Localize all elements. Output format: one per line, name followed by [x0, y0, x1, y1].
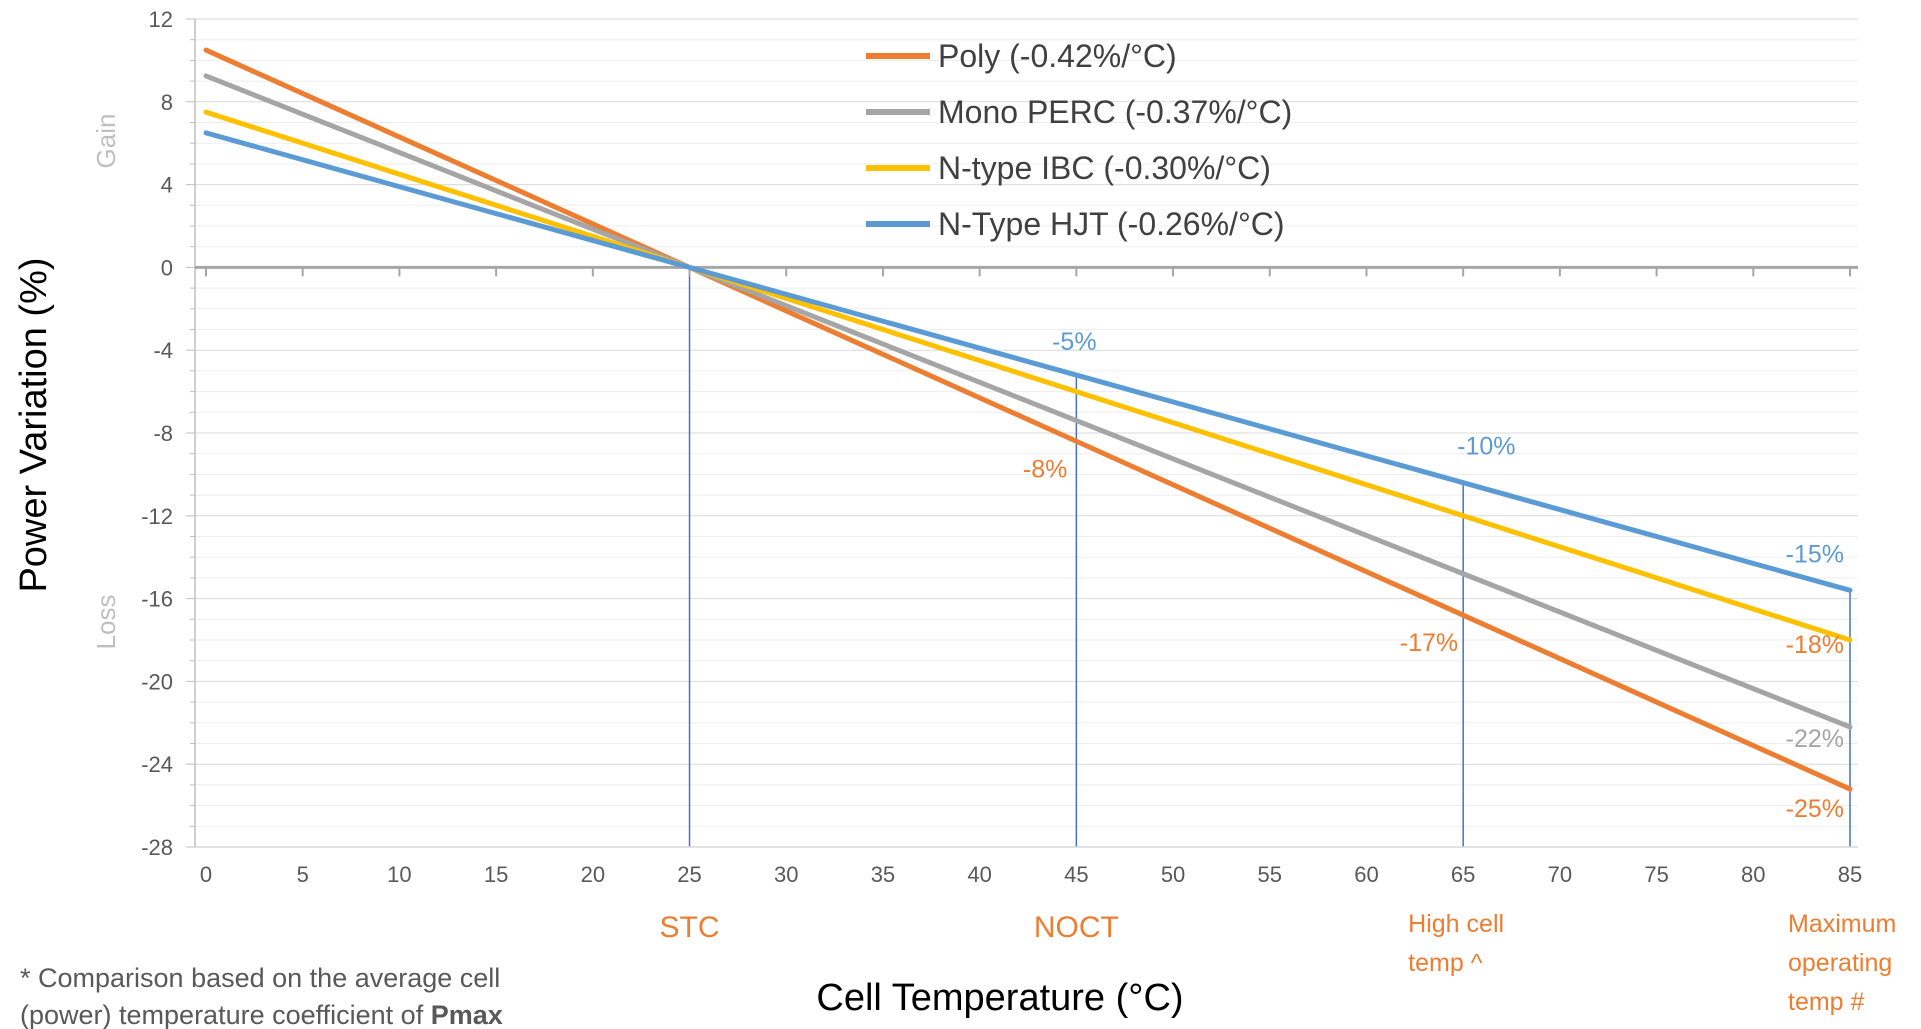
gain-label: Gain — [91, 114, 121, 169]
condition-label-line: Maximum — [1788, 910, 1896, 938]
condition-labels: STC NOCT High cell temp ^ Maximum operating te… — [660, 910, 1897, 1016]
legend-entry: Poly (-0.42%/°C) — [938, 38, 1177, 74]
x-tick-label: 70 — [1548, 862, 1572, 887]
condition-label-line: NOCT — [1034, 911, 1119, 944]
annotation-label: -8% — [1023, 455, 1067, 483]
footnote-bold: Pmax — [431, 1000, 503, 1029]
y-axis-title: Power Variation (%) — [13, 257, 55, 592]
x-tick-label: 55 — [1258, 862, 1282, 887]
condition-label: NOCT — [1034, 911, 1119, 944]
series-line-4 — [203, 130, 1853, 593]
x-tick-label: 50 — [1161, 862, 1185, 887]
y-tick-label: 12 — [149, 7, 173, 32]
annotation-label: -15% — [1786, 540, 1844, 568]
value-annotations: -5% -8% -10% -17% -15% -18% -22% -25% — [1023, 328, 1844, 823]
y-tick-label: -16 — [141, 587, 173, 612]
y-tick-label: -12 — [141, 504, 173, 529]
series-lines — [203, 47, 1853, 792]
footnote-line-1: * Comparison based on the average cell — [20, 963, 500, 993]
condition-label-line: operating — [1788, 949, 1892, 977]
annotation-label: -10% — [1457, 433, 1515, 461]
loss-label: Loss — [91, 595, 121, 650]
annotation-label: -18% — [1786, 631, 1844, 659]
series-line-3 — [203, 109, 1853, 643]
x-tick-label: 15 — [484, 862, 508, 887]
x-tick-label: 85 — [1838, 862, 1862, 887]
footnote-line-2: (power) temperature coefficient of Pmax — [20, 1000, 503, 1029]
legend-entry: Mono PERC (-0.37%/°C) — [938, 94, 1292, 130]
x-tick-label: 0 — [200, 862, 212, 887]
x-tick-label: 10 — [387, 862, 411, 887]
annotation-label: -5% — [1052, 328, 1096, 356]
legend-entry: N-Type HJT (-0.26%/°C) — [938, 206, 1285, 242]
x-tick-label: 20 — [581, 862, 605, 887]
x-tick-label: 30 — [774, 862, 798, 887]
y-tick-label: 8 — [161, 90, 173, 115]
footnote-plain: (power) temperature coefficient of — [20, 1000, 431, 1029]
x-tick-label: 80 — [1741, 862, 1765, 887]
axes — [186, 18, 1858, 848]
x-tick-label: 45 — [1064, 862, 1088, 887]
annotation-label: -25% — [1786, 795, 1844, 823]
annotation-label: -17% — [1400, 629, 1458, 657]
y-tick-label: -28 — [141, 835, 173, 860]
x-tick-label: 75 — [1644, 862, 1668, 887]
condition-label: Maximum operating temp # — [1788, 910, 1896, 1016]
x-tick-label: 65 — [1451, 862, 1475, 887]
condition-label-line: temp ^ — [1408, 949, 1483, 977]
series-line-2 — [203, 73, 1853, 730]
condition-label-line: High cell — [1408, 910, 1504, 938]
minor-gridlines — [195, 39, 1858, 827]
series-line-1 — [203, 47, 1853, 792]
x-tick-label: 25 — [677, 862, 701, 887]
y-tick-label: -8 — [153, 421, 173, 446]
legend: Poly (-0.42%/°C) Mono PERC (-0.37%/°C) N-t… — [866, 38, 1292, 242]
annotation-label: -22% — [1786, 725, 1844, 753]
x-tick-label: 35 — [871, 862, 895, 887]
y-tick-label: 0 — [161, 255, 173, 280]
y-tick-label: -4 — [153, 338, 173, 363]
x-axis-title: Cell Temperature (°C) — [816, 977, 1183, 1019]
y-tick-label: 4 — [161, 173, 173, 198]
y-tick-label: -24 — [141, 752, 173, 777]
x-tick-label: 5 — [297, 862, 309, 887]
condition-label: STC — [660, 911, 720, 944]
reference-lines — [688, 267, 1851, 847]
condition-label: High cell temp ^ — [1408, 910, 1504, 977]
x-tick-label: 40 — [967, 862, 991, 887]
legend-entry: N-type IBC (-0.30%/°C) — [938, 150, 1271, 186]
y-tick-label: -20 — [141, 669, 173, 694]
condition-label-line: STC — [660, 911, 720, 944]
x-tick-label: 60 — [1354, 862, 1378, 887]
condition-label-line: temp # — [1788, 988, 1865, 1016]
